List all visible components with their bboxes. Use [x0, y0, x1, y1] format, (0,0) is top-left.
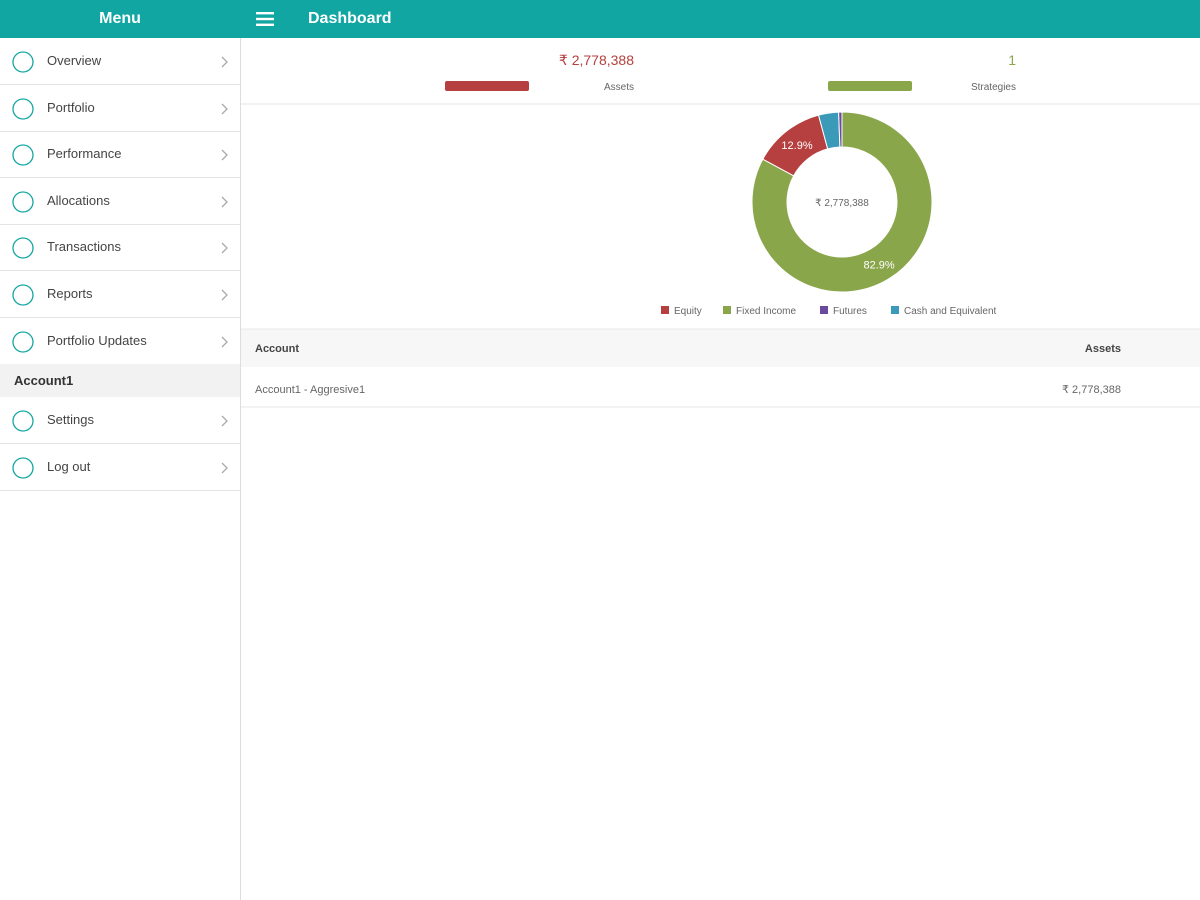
chevron: [221, 289, 228, 301]
menu-label: Portfolio: [47, 99, 95, 115]
icon-shape: [12, 330, 34, 353]
menu-label: Allocations: [47, 192, 110, 208]
menu-item[interactable]: Settings: [0, 397, 240, 445]
legend-swatch: [661, 306, 669, 314]
icon: [12, 51, 228, 73]
icon: [12, 191, 228, 213]
menu-label: Log out: [47, 458, 91, 474]
donut-slice: [751, 111, 933, 293]
legend-label: Cash and Equivalent: [904, 306, 997, 317]
menu-item[interactable]: Log out: [0, 444, 240, 491]
chevron: [221, 462, 228, 474]
column-header: Assets: [1085, 343, 1121, 355]
menu-label: Settings: [47, 412, 94, 428]
menu-item[interactable]: Portfolio Updates: [0, 318, 240, 365]
summary-label: Strategies: [971, 82, 1016, 93]
icon: [12, 97, 228, 120]
icon-shape: [12, 191, 34, 213]
chevron: [221, 415, 228, 427]
sidebar: Overview Portfolio Performance Allocations T…: [0, 38, 241, 900]
menu-item[interactable]: Allocations: [0, 178, 240, 225]
icon: [12, 237, 228, 260]
icon-shape: [12, 284, 34, 306]
page-title: Dashboard: [308, 10, 392, 27]
chevron: [221, 149, 228, 161]
menu-label: Overview: [47, 53, 102, 68]
menu-label: Performance: [47, 146, 122, 162]
menu-item[interactable]: Portfolio: [0, 85, 240, 132]
icon: [12, 330, 228, 353]
icon: [12, 410, 228, 432]
icon-shape: [12, 51, 34, 73]
icon-shape: [12, 97, 34, 120]
icon-shape: [12, 410, 34, 432]
chevron: [221, 336, 228, 348]
section-header: Account1: [0, 364, 240, 398]
summary-bar: [828, 81, 912, 91]
donut-center: ₹ 2,778,388: [815, 198, 869, 209]
legend-label: Futures: [833, 306, 867, 317]
hamburger[interactable]: [256, 12, 274, 26]
summary-value: ₹ 2,778,388: [559, 52, 634, 68]
main: ₹ 2,778,388 Assets 1 Strategies 82.9% 12.9% ₹ …: [241, 52, 1200, 408]
summary-label: Assets: [604, 82, 634, 93]
icon-shape: [12, 237, 34, 260]
menu-label: Portfolio Updates: [47, 332, 147, 348]
column-header: Account: [255, 343, 299, 355]
slice-label: 82.9%: [863, 259, 894, 271]
cell: Account1 - Aggresive1: [255, 384, 365, 396]
table-header: [241, 329, 1200, 367]
summary-bar: [445, 81, 529, 91]
legend-label: Fixed Income: [736, 306, 796, 317]
cell: ₹ 2,778,388: [1062, 384, 1121, 396]
summary-value: 1: [1008, 52, 1016, 68]
legend-label: Equity: [674, 306, 702, 317]
icon: [12, 457, 228, 479]
icon: [12, 144, 228, 166]
menu-item[interactable]: Transactions: [0, 224, 240, 272]
slice-label: 12.9%: [781, 140, 812, 152]
chevron: [221, 196, 228, 208]
legend-swatch: [820, 306, 828, 314]
menu-item[interactable]: Reports: [0, 271, 240, 318]
icon: [12, 284, 228, 306]
legend-swatch: [891, 306, 899, 314]
chevron: [221, 103, 228, 115]
menu-label: Transactions: [47, 239, 121, 255]
icon-shape: [12, 457, 34, 479]
icon-shape: [12, 144, 34, 166]
menu-item[interactable]: Performance: [0, 131, 240, 179]
top-bar: [0, 0, 1200, 38]
menu-label: Reports: [47, 286, 93, 301]
menu-item[interactable]: Overview: [0, 38, 240, 85]
donut-slice: [838, 111, 843, 148]
legend-swatch: [723, 306, 731, 314]
menu-title: Menu: [99, 10, 141, 27]
chevron: [221, 56, 228, 68]
chevron: [221, 242, 228, 254]
